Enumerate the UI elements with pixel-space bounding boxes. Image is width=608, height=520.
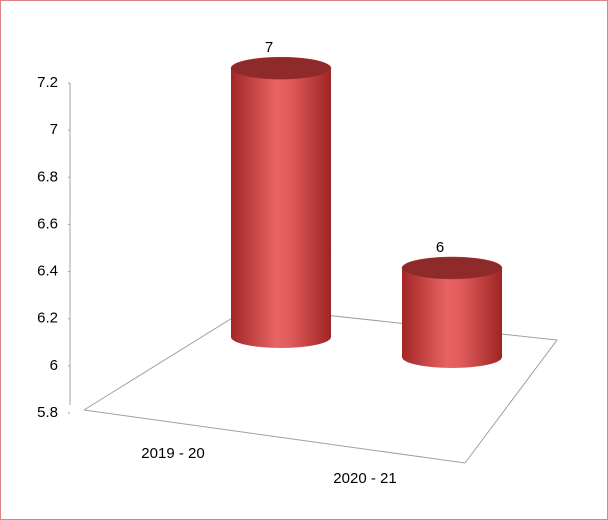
y-tick-label: 7: [50, 121, 58, 138]
bar-top: [401, 256, 503, 280]
bar: [402, 268, 502, 368]
bar-top: [230, 56, 332, 80]
x-tick-label: 2019 - 20: [141, 445, 204, 462]
bar: [231, 68, 331, 348]
floor: [83, 306, 558, 464]
x-tick-label: 2020 - 21: [333, 470, 396, 487]
data-label: 6: [436, 239, 444, 256]
y-tick-label: 6: [50, 357, 58, 374]
y-tick-label: 6.2: [37, 310, 58, 327]
axes-walls: [69, 83, 558, 464]
y-tick-label: 6.4: [37, 263, 58, 280]
y-tick-label: 7.2: [37, 74, 58, 91]
y-tick-label: 6.8: [37, 168, 58, 185]
data-label: 7: [265, 39, 273, 56]
y-tick-label: 6.6: [37, 215, 58, 232]
y-tick-label: 5.8: [37, 404, 58, 421]
